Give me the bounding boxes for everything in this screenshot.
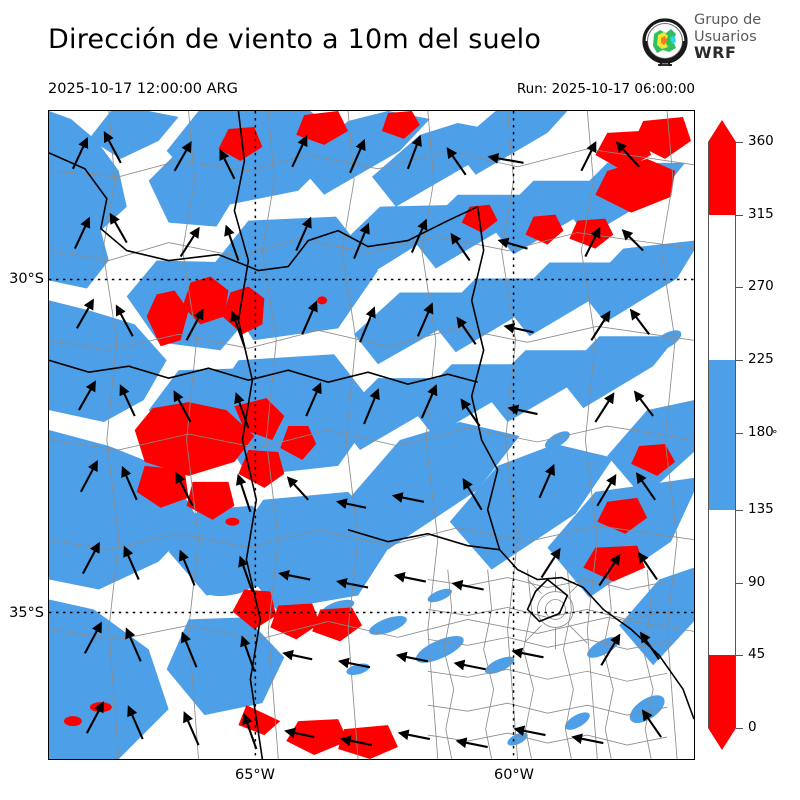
globe-emblem-icon — [642, 18, 688, 67]
colorbar-tick-180 — [736, 433, 743, 435]
wind-vector-arrows — [71, 131, 662, 750]
colorbar-extend-top — [708, 120, 736, 142]
valid-time-label: 2025-10-17 12:00:00 ARG — [48, 81, 238, 97]
colorbar-band-45-135 — [709, 510, 735, 655]
y-axis-tick-35S: 35°S — [9, 605, 44, 621]
logo-text: Grupo de Usuarios WRF — [694, 12, 761, 62]
colorbar-unit-label: ° — [772, 428, 778, 441]
page-title: Dirección de viento a 10m del suelo — [48, 24, 542, 55]
department-boundaries — [49, 111, 694, 759]
colorbar[interactable]: 360 315 270 225 180 135 90 45 0 — [708, 120, 774, 750]
colorbar-band-135-225 — [709, 360, 735, 510]
colorbar-tick-label-90: 90 — [748, 574, 766, 590]
colorbar-tick-label-45: 45 — [748, 646, 766, 662]
colorbar-tick-90 — [736, 583, 743, 585]
colorbar-band-225-315 — [709, 215, 735, 360]
colorbar-tick-label-315: 315 — [748, 206, 774, 222]
logo-line-3: WRF — [694, 43, 737, 62]
colorbar-tick-label-0: 0 — [748, 719, 757, 735]
colorbar-tick-225 — [736, 360, 743, 362]
y-axis-tick-30S: 30°S — [9, 271, 44, 287]
colorbar-tick-135 — [736, 510, 743, 512]
colorbar-tick-label-360: 360 — [748, 133, 774, 149]
country-borders — [49, 111, 694, 759]
colorbar-tick-label-135: 135 — [748, 501, 774, 517]
colorbar-tick-label-270: 270 — [748, 278, 774, 294]
logo-line-2: Usuarios — [694, 28, 757, 45]
wrf-logo: Grupo de Usuarios WRF — [640, 12, 795, 72]
colorbar-band-315-360 — [709, 142, 735, 215]
run-time-label: Run: 2025-10-17 06:00:00 — [516, 81, 695, 97]
colorbar-tick-270 — [736, 287, 743, 289]
colorbar-tick-label-180: 180 — [748, 424, 774, 440]
colorbar-tick-label-225: 225 — [748, 351, 774, 367]
colorbar-body — [708, 142, 736, 728]
map-plot-area[interactable] — [48, 110, 695, 760]
colorbar-band-0-45 — [709, 655, 735, 728]
x-axis-tick-60W: 60°W — [493, 767, 535, 783]
wind-direction-field — [49, 111, 694, 759]
colorbar-tick-360 — [736, 142, 743, 144]
colorbar-tick-0 — [736, 728, 743, 730]
logo-line-1: Grupo de — [694, 12, 762, 28]
x-axis-tick-65W: 65°W — [234, 767, 276, 783]
colorbar-tick-315 — [736, 215, 743, 217]
colorbar-extend-bottom — [708, 728, 736, 750]
colorbar-tick-45 — [736, 655, 743, 657]
graticule — [49, 111, 694, 759]
